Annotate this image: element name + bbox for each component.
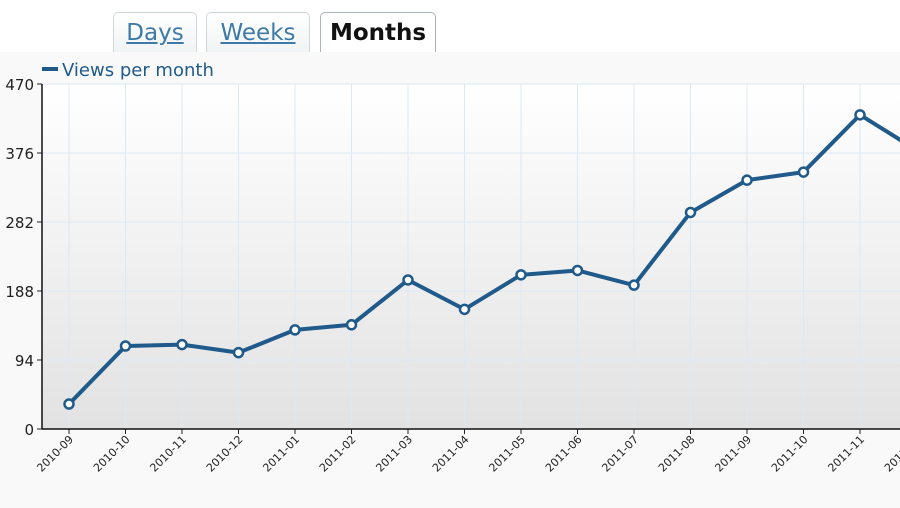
data-point[interactable] <box>741 174 753 186</box>
y-tick-label: 376 <box>5 145 34 163</box>
data-point[interactable] <box>289 324 301 336</box>
view-tabs: Days Weeks Months <box>0 0 900 52</box>
data-point[interactable] <box>345 319 358 331</box>
data-point[interactable] <box>458 303 471 316</box>
data-point[interactable] <box>684 206 697 219</box>
data-point[interactable] <box>232 346 245 359</box>
data-point[interactable] <box>515 269 527 281</box>
tab-days[interactable]: Days <box>113 12 197 52</box>
y-tick-label: 470 <box>5 76 34 94</box>
legend: Views per month <box>42 60 214 81</box>
data-point[interactable] <box>628 279 640 291</box>
data-point[interactable] <box>119 340 132 352</box>
data-point[interactable] <box>854 109 866 121</box>
data-point[interactable] <box>176 338 188 351</box>
y-tick-label: 188 <box>5 283 34 301</box>
axes <box>37 83 900 434</box>
legend-swatch <box>42 67 58 71</box>
data-point[interactable] <box>571 264 584 277</box>
y-tick-label: 94 <box>15 352 34 370</box>
data-point[interactable] <box>797 166 810 178</box>
data-point[interactable] <box>402 274 414 286</box>
tab-months[interactable]: Months <box>320 12 436 52</box>
data-point[interactable] <box>63 398 75 410</box>
y-tick-label: 282 <box>5 214 34 232</box>
series-line <box>67 112 900 407</box>
legend-label: Views per month <box>62 60 214 81</box>
grid-lines <box>42 83 900 429</box>
tab-weeks[interactable]: Weeks <box>206 12 310 52</box>
y-tick-label: 0 <box>24 421 34 439</box>
series-views-per-month <box>63 109 900 410</box>
y-axis-ticks: 0 94 188 282 376 470 <box>5 76 34 439</box>
plot-area <box>42 84 900 429</box>
